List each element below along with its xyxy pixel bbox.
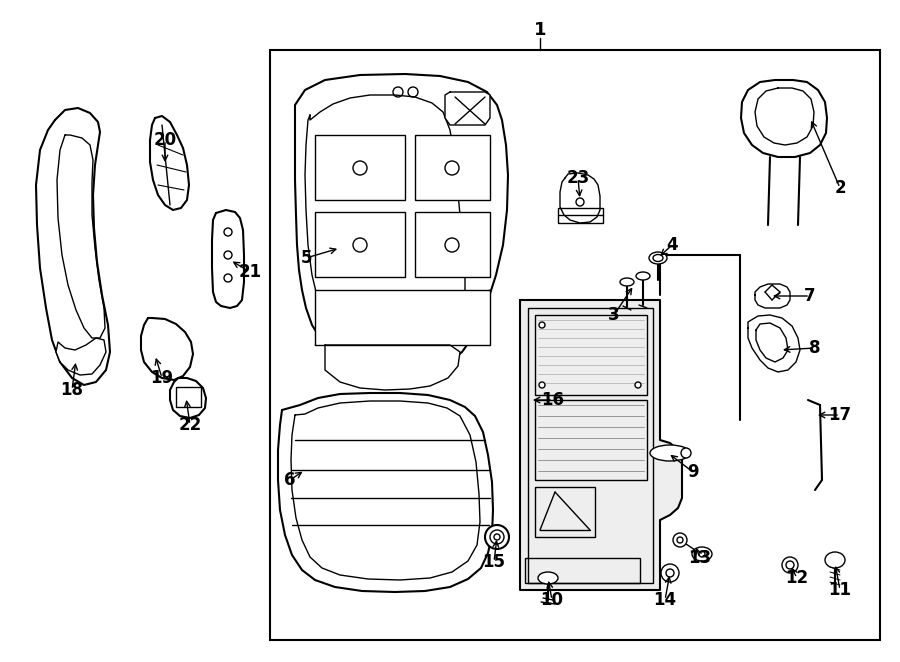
Polygon shape: [36, 108, 110, 385]
Polygon shape: [212, 210, 244, 308]
Text: 12: 12: [786, 569, 808, 587]
Ellipse shape: [636, 272, 650, 280]
Text: 7: 7: [805, 287, 815, 305]
Circle shape: [490, 530, 504, 544]
Polygon shape: [150, 116, 189, 210]
Text: 11: 11: [829, 581, 851, 599]
Bar: [535, 487, 595, 537]
Circle shape: [485, 525, 509, 549]
Polygon shape: [278, 393, 493, 592]
Circle shape: [224, 274, 232, 282]
Text: 4: 4: [666, 236, 678, 254]
Polygon shape: [755, 284, 790, 308]
Circle shape: [677, 537, 683, 543]
Bar: [315, 290, 490, 345]
Text: 23: 23: [566, 169, 590, 187]
Polygon shape: [325, 345, 460, 390]
Bar: [415, 212, 490, 277]
Text: 1: 1: [534, 21, 546, 39]
Polygon shape: [445, 92, 490, 125]
Text: 3: 3: [608, 306, 620, 324]
Ellipse shape: [825, 552, 845, 568]
Bar: [535, 315, 647, 395]
Circle shape: [666, 569, 674, 577]
Circle shape: [224, 251, 232, 259]
Text: 10: 10: [541, 591, 563, 609]
Ellipse shape: [649, 252, 667, 264]
Circle shape: [576, 198, 584, 206]
Text: 20: 20: [153, 131, 176, 149]
Circle shape: [539, 382, 545, 388]
Circle shape: [673, 533, 687, 547]
Circle shape: [786, 561, 794, 569]
Text: 9: 9: [688, 463, 698, 481]
Polygon shape: [748, 315, 800, 372]
Bar: [315, 212, 405, 277]
Text: 2: 2: [834, 179, 846, 197]
Text: 13: 13: [688, 549, 712, 567]
Text: 16: 16: [542, 391, 564, 409]
Bar: [315, 135, 405, 200]
Text: 15: 15: [482, 553, 506, 571]
Text: 6: 6: [284, 471, 296, 489]
Ellipse shape: [692, 547, 712, 561]
Polygon shape: [295, 74, 508, 374]
Text: 5: 5: [301, 249, 311, 267]
Bar: [415, 135, 490, 200]
Polygon shape: [741, 80, 827, 157]
Ellipse shape: [650, 445, 690, 461]
Bar: [535, 400, 647, 480]
Text: 14: 14: [653, 591, 677, 609]
Text: 22: 22: [178, 416, 202, 434]
Circle shape: [699, 551, 705, 557]
Ellipse shape: [538, 572, 558, 584]
Polygon shape: [170, 378, 206, 418]
Text: 21: 21: [238, 263, 262, 281]
Circle shape: [494, 534, 500, 540]
Text: 8: 8: [809, 339, 821, 357]
Circle shape: [782, 557, 798, 573]
Ellipse shape: [653, 254, 663, 261]
Ellipse shape: [620, 278, 634, 286]
Polygon shape: [141, 318, 193, 380]
Bar: [176, 387, 201, 407]
Text: 17: 17: [828, 406, 851, 424]
Polygon shape: [56, 338, 106, 375]
Text: 19: 19: [150, 369, 174, 387]
Bar: [528, 308, 653, 583]
Circle shape: [635, 382, 641, 388]
Text: 18: 18: [60, 381, 84, 399]
Circle shape: [661, 564, 679, 582]
Bar: [525, 558, 640, 583]
Polygon shape: [560, 173, 600, 223]
Circle shape: [224, 228, 232, 236]
Bar: [270, 50, 880, 640]
Circle shape: [539, 322, 545, 328]
Bar: [558, 208, 603, 223]
Ellipse shape: [681, 448, 691, 458]
Polygon shape: [520, 300, 682, 590]
